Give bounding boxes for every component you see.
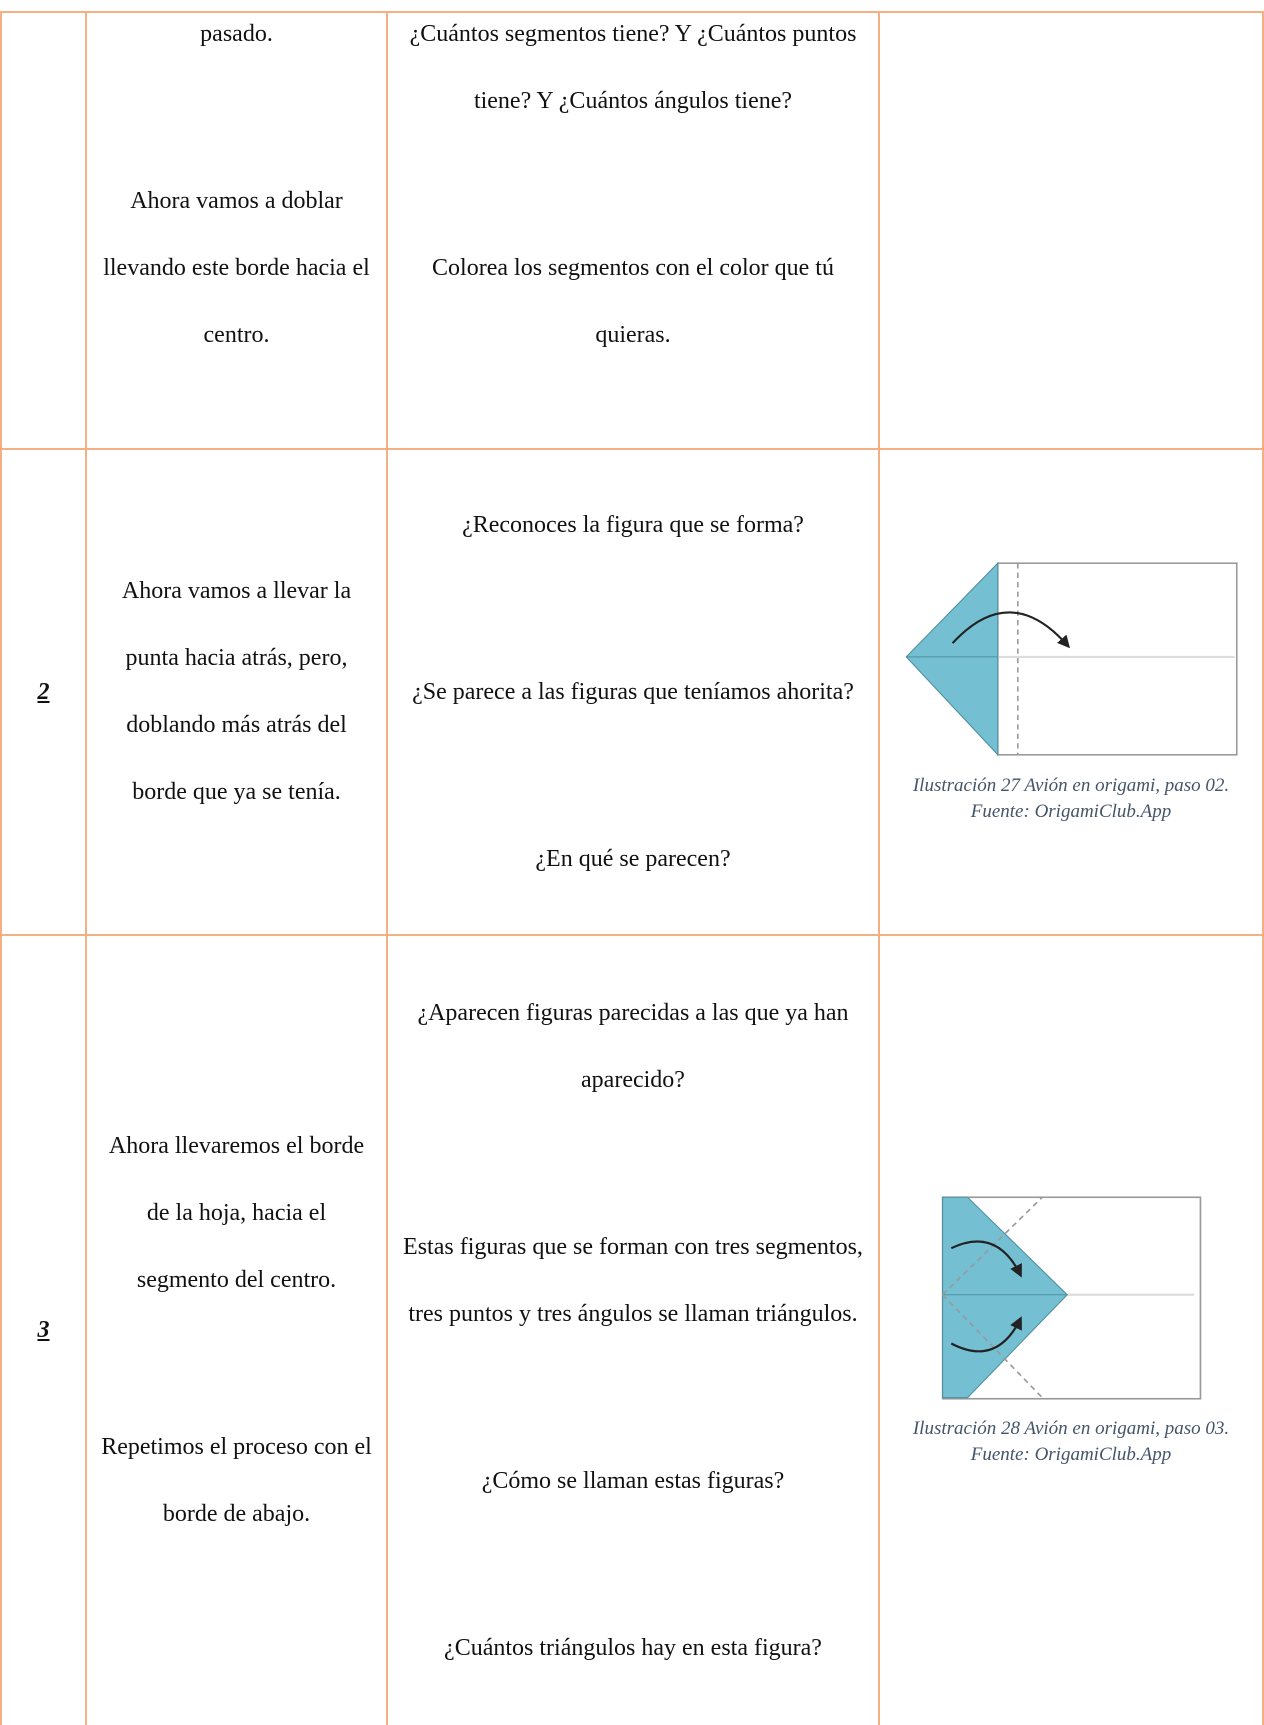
origami-illustration [905, 561, 1238, 757]
question-text: Colorea los segmentos con el color que t… [432, 255, 834, 348]
step-text: Ahora vamos a doblar llevando este borde… [103, 188, 370, 348]
lesson-table: pasado. Ahora vamos a doblar llevando es… [0, 11, 1264, 1725]
step-number [0, 11, 87, 450]
question-text: Estas figuras que se forman con tres seg… [403, 1233, 863, 1327]
table-row: 3 Ahora llevaremos el borde de la hoja, … [0, 934, 1264, 1725]
table-row: 2 Ahora vamos a llevar la punta hacia at… [0, 448, 1264, 936]
step-text: Ahora vamos a llevar la punta hacia atrá… [121, 578, 352, 805]
origami-illustration [941, 1195, 1202, 1400]
figure-cell: Ilustración 27 Avión en origami, paso 02… [878, 448, 1264, 936]
step-cell: Ahora llevaremos el borde de la hoja, ha… [85, 934, 388, 1725]
step-cell: pasado. Ahora vamos a doblar llevando es… [85, 11, 388, 450]
question-cell: ¿Cuántos segmentos tiene? Y ¿Cuántos pun… [386, 11, 880, 450]
question-text: ¿Cuántos segmentos tiene? Y ¿Cuántos pun… [409, 21, 857, 114]
figure-cell [878, 11, 1264, 450]
question-text: ¿Reconoces la figura que se forma? [462, 511, 804, 538]
step-number: 3 [0, 934, 87, 1725]
step-text: Ahora llevaremos el borde de la hoja, ha… [108, 1133, 365, 1293]
figure-caption: Ilustración 27 Avión en origami, paso 02… [912, 775, 1230, 822]
table-row: pasado. Ahora vamos a doblar llevando es… [0, 11, 1264, 450]
question-text: ¿Se parece a las figuras que teníamos ah… [412, 678, 854, 705]
question-text: ¿Cuántos triángulos hay en esta figura? [444, 1634, 822, 1661]
step-text: Repetimos el proceso con el borde de aba… [101, 1434, 372, 1527]
question-cell: ¿Reconoces la figura que se forma? ¿Se p… [386, 448, 880, 936]
step-text: pasado. [200, 21, 273, 47]
question-cell: ¿Aparecen figuras parecidas a las que ya… [386, 934, 880, 1725]
question-text: ¿En qué se parecen? [535, 845, 731, 872]
question-text: ¿Aparecen figuras parecidas a las que ya… [417, 999, 849, 1093]
figure-caption: Ilustración 28 Avión en origami, paso 03… [912, 1417, 1230, 1465]
step-cell: Ahora vamos a llevar la punta hacia atrá… [85, 448, 388, 936]
figure-cell: Ilustración 28 Avión en origami, paso 03… [878, 934, 1264, 1725]
question-text: ¿Cómo se llaman estas figuras? [481, 1467, 785, 1494]
step-number: 2 [0, 448, 87, 936]
